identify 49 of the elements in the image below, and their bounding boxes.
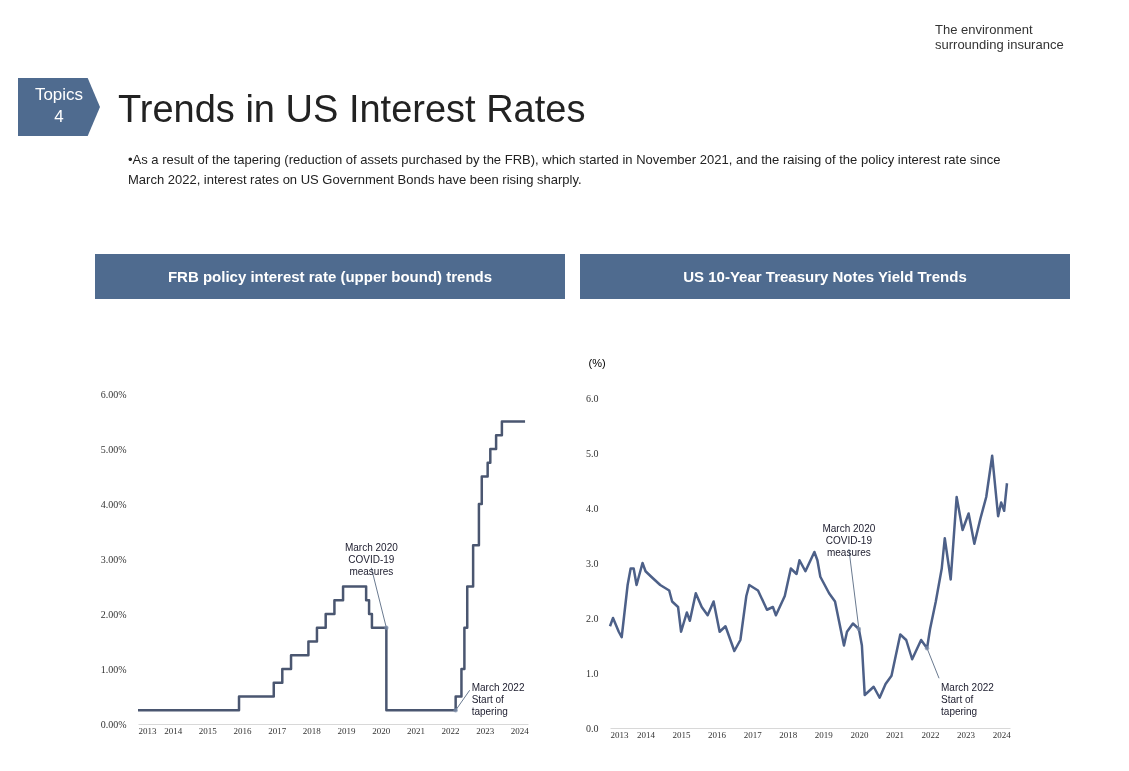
y-tick-label: 5.00% xyxy=(100,443,127,455)
x-tick-label: 2023 xyxy=(957,729,976,740)
chart-title: US 10-Year Treasury Notes Yield Trends xyxy=(580,254,1070,299)
y-tick-label: 1.0 xyxy=(586,667,599,679)
y-axis-title: (%) xyxy=(588,356,606,369)
annotation: March 2020 COVID-19 measures xyxy=(344,541,399,577)
x-tick-label: 2022 xyxy=(441,725,460,736)
y-tick-label: 3.0 xyxy=(586,557,599,569)
x-tick-label: 2021 xyxy=(886,729,905,740)
annotation: March 2022 Start of tapering xyxy=(941,682,995,718)
y-tick-label: 1.00% xyxy=(100,663,127,675)
y-tick-label: 4.00% xyxy=(100,498,127,510)
x-tick-label: 2015 xyxy=(672,729,692,740)
chart-title: FRB policy interest rate (upper bound) trends xyxy=(95,254,565,299)
x-tick-label: 2024 xyxy=(992,729,1012,740)
x-tick-label: 2014 xyxy=(637,729,656,740)
x-tick-label: 2013 xyxy=(138,725,157,736)
text: The environment surrounding insurance xyxy=(935,22,1064,52)
x-tick-label: 2022 xyxy=(921,729,940,740)
x-tick-label: 2014 xyxy=(164,725,183,736)
y-tick-label: 5.0 xyxy=(586,447,599,459)
y-tick-label: 2.0 xyxy=(586,612,599,624)
x-tick-label: 2017 xyxy=(743,729,763,740)
annotation: March 2022 Start of tapering xyxy=(471,682,525,718)
x-tick-label: 2019 xyxy=(814,729,834,740)
y-tick-label: 2.00% xyxy=(100,608,127,620)
text: •As a result of the tapering (reduction of assets purchased by the FRB), which started in November 2021, and the raising of the policy interest rate since March 2022, interest rates on US Government Bonds have been rising sharply. xyxy=(128,151,1002,189)
x-tick-label: 2015 xyxy=(198,725,218,736)
x-tick-label: 2020 xyxy=(850,729,869,740)
x-tick-label: 2019 xyxy=(337,725,357,736)
x-tick-label: 2016 xyxy=(233,725,252,736)
y-tick-label: 6.0 xyxy=(586,392,599,404)
text: Trends in US Interest Rates xyxy=(118,88,586,131)
y-tick-label: 4.0 xyxy=(586,502,599,514)
x-tick-label: 2018 xyxy=(302,725,322,736)
x-tick-label: 2018 xyxy=(779,729,798,740)
y-tick-label: 0.00% xyxy=(100,718,127,730)
annotation: March 2020 COVID-19 measures xyxy=(822,523,876,558)
x-tick-label: 2021 xyxy=(406,725,425,736)
x-tick-label: 2024 xyxy=(510,725,530,736)
text: Topics 4 xyxy=(18,78,100,136)
x-tick-label: 2017 xyxy=(268,725,287,736)
y-tick-label: 6.00% xyxy=(100,388,127,400)
y-tick-label: 3.00% xyxy=(100,553,127,565)
y-tick-label: 0.0 xyxy=(586,722,599,734)
x-tick-label: 2023 xyxy=(476,725,495,736)
x-tick-label: 2020 xyxy=(372,725,391,736)
x-tick-label: 2016 xyxy=(708,729,727,740)
x-tick-label: 2013 xyxy=(610,729,629,740)
